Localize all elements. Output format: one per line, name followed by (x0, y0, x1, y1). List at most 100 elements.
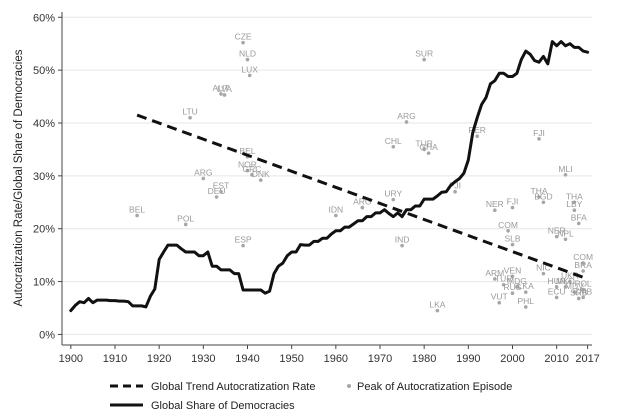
x-tick-label: 2000 (500, 353, 524, 365)
scatter-point (245, 168, 250, 173)
y-tick-label: 50% (33, 65, 55, 77)
scatter-point-label: LKA (518, 281, 534, 291)
scatter-point-label: ARG (397, 111, 415, 121)
scatter-point (241, 243, 245, 248)
scatter-point-label: UKR (561, 271, 579, 281)
y-tick-label: 0% (39, 329, 55, 341)
scatter-point (360, 205, 365, 210)
x-tick-label: 1930 (191, 353, 215, 365)
scatter-point (541, 200, 546, 205)
scatter-point (523, 305, 528, 309)
scatter-point-label: ZMB (574, 286, 592, 296)
scatter-point (554, 295, 559, 300)
scatter-point-label: FJI (449, 181, 461, 191)
scatter-point (537, 195, 541, 199)
scatter-point (572, 200, 577, 205)
scatter-point (222, 93, 227, 97)
y-tick-label: 20% (33, 224, 55, 236)
x-tick-label: 1940 (235, 353, 259, 365)
scatter-point-label: ESP (235, 235, 252, 245)
scatter-point-label: ARG (194, 168, 212, 178)
scatter-point (581, 295, 585, 300)
scatter-point (563, 285, 568, 289)
x-tick-label: 1970 (368, 353, 392, 365)
scatter-point (510, 205, 515, 210)
legend-label-trend: Global Trend Autocratization Rate (151, 381, 315, 393)
scatter-point-label: SRB (570, 287, 588, 297)
x-tick-label: 1990 (456, 353, 480, 365)
scatter-point (219, 189, 223, 194)
scatter-point-label: BGD (534, 191, 552, 201)
scatter-point (581, 261, 585, 265)
scatter-point-label: SUR (415, 49, 433, 59)
scatter-point (258, 178, 263, 182)
legend: Global Trend Autocratization Rate Peak o… (110, 381, 512, 412)
scatter-point-label: BEL (129, 205, 145, 215)
scatter-point-label: ARG (353, 197, 371, 207)
scatter-point-label: MDG (507, 276, 527, 286)
scatter-point-label: COM (498, 220, 518, 230)
x-tick-label: 1960 (324, 353, 348, 365)
scatter-point-label: TUR (495, 274, 512, 284)
scatter-point (219, 92, 223, 96)
scatter-point (537, 137, 541, 141)
scatter-point-label: IND (395, 235, 410, 245)
x-tick-label: 2010 (544, 353, 568, 365)
y-axis-title: Autocratization Rate/Global Share of Dem… (13, 49, 25, 306)
scatter-point (563, 173, 568, 177)
y-tick-label: 30% (33, 171, 55, 183)
scatter-point-label: COM (573, 252, 593, 262)
scatter-point-label: GHA (419, 142, 438, 152)
scatter-point-label: TUR (415, 138, 432, 148)
scatter-point (188, 115, 192, 120)
scatter-point-label: AUT (213, 83, 230, 93)
y-tick-label: 60% (33, 12, 55, 24)
scatter-point (523, 290, 528, 294)
gridlines (62, 16, 592, 335)
legend-point-swatch (347, 384, 351, 388)
scatter-point-label: POL (575, 279, 592, 289)
scatter-point (391, 144, 396, 149)
scatter-point (581, 269, 585, 273)
scatter-point-label: LBY (566, 199, 582, 209)
scatter-point-label: VUT (491, 292, 508, 302)
scatter-point-label: ECU (548, 286, 566, 296)
democracy-share-line (69, 40, 590, 313)
axes: 0% 10% 20% 30% 40% 50% 60% 1900 1910 1920 1930 1940… (33, 12, 600, 365)
scatter-point (475, 134, 479, 139)
scatter-point-label: FJI (533, 128, 545, 138)
scatter-point (453, 189, 457, 194)
scatter-point (422, 57, 426, 62)
scatter-point (400, 243, 404, 248)
scatter-point-label: THA (531, 186, 548, 196)
scatter-point-label: LKA (429, 300, 445, 310)
scatter-point (506, 229, 510, 233)
scatter-point (391, 197, 396, 202)
scatter-point-label: SLB (504, 234, 520, 244)
x-tick-label: 1910 (103, 353, 127, 365)
scatter-point (501, 282, 506, 287)
scatter-point (581, 287, 585, 292)
scatter-point (250, 173, 254, 177)
scatter-point-label: BRA (574, 260, 592, 270)
scatter-point (510, 291, 515, 296)
scatter-point-label: NLD (239, 49, 256, 59)
scatter-point-label: NPL (557, 228, 574, 238)
scatter-point (426, 151, 431, 155)
scatter-point (568, 279, 572, 284)
scatter-point-label: CHL (385, 136, 402, 146)
scatter-point (493, 277, 497, 281)
scatter-point (554, 285, 559, 289)
legend-label-share: Global Share of Democracies (151, 400, 295, 412)
scatter-point-label: MLI (558, 164, 572, 174)
scatter-point-label: HUN (547, 276, 565, 286)
y-tick-label: 10% (33, 277, 55, 289)
scatter-point-label: FJI (507, 197, 519, 207)
scatter-point (201, 176, 206, 181)
scatter-point (334, 213, 338, 218)
x-tick-label: 2017 (575, 353, 599, 365)
scatter-point (576, 296, 581, 301)
scatter-point (135, 213, 139, 218)
